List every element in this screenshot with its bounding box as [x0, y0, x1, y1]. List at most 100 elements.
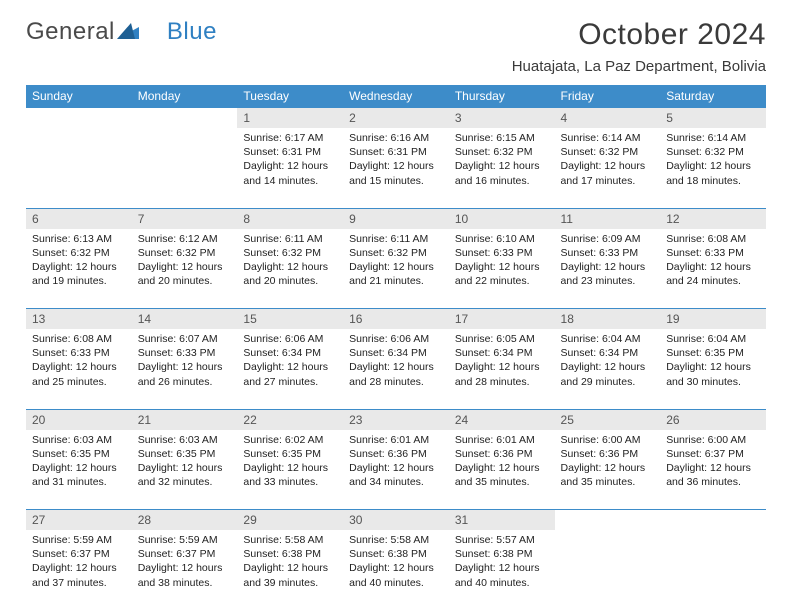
sunset-line: Sunset: 6:33 PM [666, 246, 760, 260]
day-details: Sunrise: 6:00 AMSunset: 6:37 PMDaylight:… [660, 430, 766, 496]
sunset-line: Sunset: 6:34 PM [243, 346, 337, 360]
day-content-cell [26, 128, 132, 208]
daylight-line: Daylight: 12 hours and 15 minutes. [349, 159, 443, 187]
day-number-cell: 18 [555, 309, 661, 330]
day-details: Sunrise: 6:03 AMSunset: 6:35 PMDaylight:… [132, 430, 238, 496]
daylight-line: Daylight: 12 hours and 20 minutes. [243, 260, 337, 288]
sunset-line: Sunset: 6:38 PM [455, 547, 549, 561]
day-number-cell: 13 [26, 309, 132, 330]
weekday-header: Wednesday [343, 85, 449, 108]
daylight-line: Daylight: 12 hours and 25 minutes. [32, 360, 126, 388]
day-content-cell: Sunrise: 6:00 AMSunset: 6:37 PMDaylight:… [660, 430, 766, 510]
sunset-line: Sunset: 6:36 PM [455, 447, 549, 461]
weekday-header: Sunday [26, 85, 132, 108]
daylight-line: Daylight: 12 hours and 22 minutes. [455, 260, 549, 288]
day-details: Sunrise: 6:13 AMSunset: 6:32 PMDaylight:… [26, 229, 132, 295]
daylight-line: Daylight: 12 hours and 38 minutes. [138, 561, 232, 589]
sunrise-line: Sunrise: 6:16 AM [349, 131, 443, 145]
sunset-line: Sunset: 6:37 PM [32, 547, 126, 561]
logo-text-2: Blue [167, 18, 217, 46]
sunset-line: Sunset: 6:34 PM [349, 346, 443, 360]
daylight-line: Daylight: 12 hours and 21 minutes. [349, 260, 443, 288]
day-number-cell: 24 [449, 409, 555, 430]
sunset-line: Sunset: 6:33 PM [561, 246, 655, 260]
calendar-body: 12345Sunrise: 6:17 AMSunset: 6:31 PMDayl… [26, 108, 766, 611]
day-number-cell: 29 [237, 510, 343, 531]
day-number-cell: 30 [343, 510, 449, 531]
sunrise-line: Sunrise: 6:07 AM [138, 332, 232, 346]
day-details: Sunrise: 6:06 AMSunset: 6:34 PMDaylight:… [343, 329, 449, 395]
day-details: Sunrise: 5:58 AMSunset: 6:38 PMDaylight:… [237, 530, 343, 596]
sunrise-line: Sunrise: 6:00 AM [666, 433, 760, 447]
day-number-cell: 25 [555, 409, 661, 430]
day-number-cell: 8 [237, 208, 343, 229]
day-number-cell: 26 [660, 409, 766, 430]
logo: General Blue [26, 18, 217, 46]
day-details: Sunrise: 6:09 AMSunset: 6:33 PMDaylight:… [555, 229, 661, 295]
day-content-cell: Sunrise: 6:16 AMSunset: 6:31 PMDaylight:… [343, 128, 449, 208]
daylight-line: Daylight: 12 hours and 20 minutes. [138, 260, 232, 288]
day-details: Sunrise: 6:01 AMSunset: 6:36 PMDaylight:… [343, 430, 449, 496]
sunrise-line: Sunrise: 6:13 AM [32, 232, 126, 246]
sunset-line: Sunset: 6:32 PM [349, 246, 443, 260]
day-content-cell: Sunrise: 6:04 AMSunset: 6:35 PMDaylight:… [660, 329, 766, 409]
day-number-row: 6789101112 [26, 208, 766, 229]
daylight-line: Daylight: 12 hours and 16 minutes. [455, 159, 549, 187]
day-number-cell: 9 [343, 208, 449, 229]
day-content-cell: Sunrise: 6:11 AMSunset: 6:32 PMDaylight:… [343, 229, 449, 309]
sunrise-line: Sunrise: 6:08 AM [666, 232, 760, 246]
sunrise-line: Sunrise: 6:05 AM [455, 332, 549, 346]
day-content-cell: Sunrise: 6:08 AMSunset: 6:33 PMDaylight:… [660, 229, 766, 309]
sunrise-line: Sunrise: 6:06 AM [243, 332, 337, 346]
logo-text-1: General [26, 18, 115, 46]
sunrise-line: Sunrise: 5:59 AM [32, 533, 126, 547]
sunrise-line: Sunrise: 6:14 AM [666, 131, 760, 145]
day-content-cell [660, 530, 766, 610]
day-content-cell: Sunrise: 6:13 AMSunset: 6:32 PMDaylight:… [26, 229, 132, 309]
sunrise-line: Sunrise: 6:15 AM [455, 131, 549, 145]
sunset-line: Sunset: 6:36 PM [349, 447, 443, 461]
sunset-line: Sunset: 6:33 PM [32, 346, 126, 360]
daylight-line: Daylight: 12 hours and 18 minutes. [666, 159, 760, 187]
daylight-line: Daylight: 12 hours and 32 minutes. [138, 461, 232, 489]
calendar-table: SundayMondayTuesdayWednesdayThursdayFrid… [26, 85, 766, 610]
sunset-line: Sunset: 6:33 PM [455, 246, 549, 260]
sunset-line: Sunset: 6:31 PM [349, 145, 443, 159]
sunrise-line: Sunrise: 6:01 AM [349, 433, 443, 447]
sunrise-line: Sunrise: 6:14 AM [561, 131, 655, 145]
day-details: Sunrise: 6:07 AMSunset: 6:33 PMDaylight:… [132, 329, 238, 395]
day-content-cell: Sunrise: 6:17 AMSunset: 6:31 PMDaylight:… [237, 128, 343, 208]
sunrise-line: Sunrise: 6:02 AM [243, 433, 337, 447]
day-content-cell: Sunrise: 6:00 AMSunset: 6:36 PMDaylight:… [555, 430, 661, 510]
day-details: Sunrise: 6:06 AMSunset: 6:34 PMDaylight:… [237, 329, 343, 395]
daylight-line: Daylight: 12 hours and 26 minutes. [138, 360, 232, 388]
day-content-cell: Sunrise: 5:59 AMSunset: 6:37 PMDaylight:… [26, 530, 132, 610]
day-number-cell [132, 108, 238, 129]
sunset-line: Sunset: 6:33 PM [138, 346, 232, 360]
day-details: Sunrise: 5:59 AMSunset: 6:37 PMDaylight:… [26, 530, 132, 596]
sunrise-line: Sunrise: 6:01 AM [455, 433, 549, 447]
day-number-cell: 27 [26, 510, 132, 531]
day-content-cell: Sunrise: 6:07 AMSunset: 6:33 PMDaylight:… [132, 329, 238, 409]
day-number-cell: 5 [660, 108, 766, 129]
day-content-cell: Sunrise: 6:09 AMSunset: 6:33 PMDaylight:… [555, 229, 661, 309]
day-number-cell: 17 [449, 309, 555, 330]
day-number-cell: 15 [237, 309, 343, 330]
daylight-line: Daylight: 12 hours and 36 minutes. [666, 461, 760, 489]
daylight-line: Daylight: 12 hours and 37 minutes. [32, 561, 126, 589]
weekday-header: Tuesday [237, 85, 343, 108]
day-details: Sunrise: 6:11 AMSunset: 6:32 PMDaylight:… [343, 229, 449, 295]
day-content-cell: Sunrise: 5:57 AMSunset: 6:38 PMDaylight:… [449, 530, 555, 610]
daylight-line: Daylight: 12 hours and 28 minutes. [455, 360, 549, 388]
day-number-row: 2728293031 [26, 510, 766, 531]
weekday-header: Thursday [449, 85, 555, 108]
sunrise-line: Sunrise: 6:11 AM [349, 232, 443, 246]
sunset-line: Sunset: 6:37 PM [138, 547, 232, 561]
day-number-cell: 14 [132, 309, 238, 330]
sunset-line: Sunset: 6:35 PM [243, 447, 337, 461]
day-details: Sunrise: 6:05 AMSunset: 6:34 PMDaylight:… [449, 329, 555, 395]
day-content-row: Sunrise: 6:08 AMSunset: 6:33 PMDaylight:… [26, 329, 766, 409]
weekday-header: Saturday [660, 85, 766, 108]
sunset-line: Sunset: 6:38 PM [243, 547, 337, 561]
day-content-cell: Sunrise: 5:58 AMSunset: 6:38 PMDaylight:… [343, 530, 449, 610]
